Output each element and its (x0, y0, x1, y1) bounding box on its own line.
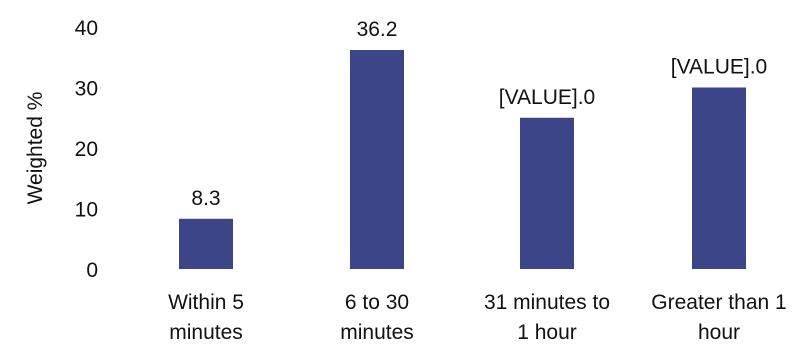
y-tick-label: 0 (86, 259, 98, 282)
data-label: [VALUE].0 (499, 86, 596, 109)
y-tick-label: 10 (75, 199, 98, 222)
category-label: minutes (340, 321, 414, 344)
y-tick-label: 40 (75, 17, 98, 40)
data-label: [VALUE].0 (671, 56, 768, 79)
category-label: Greater than 1 (651, 291, 786, 314)
data-label: 36.2 (357, 18, 398, 41)
category-label: hour (698, 321, 740, 344)
category-label: 31 minutes to (484, 291, 610, 314)
category-label: Within 5 (168, 291, 244, 314)
data-label: 8.3 (191, 187, 220, 210)
bar (520, 117, 574, 269)
y-axis-label: Weighted % (24, 92, 47, 205)
bar (350, 49, 404, 269)
y-tick-label: 20 (75, 138, 98, 161)
bar (179, 218, 233, 269)
bar (692, 87, 746, 269)
category-label: minutes (169, 321, 243, 344)
y-tick-label: 30 (75, 78, 98, 101)
category-label: 6 to 30 (345, 291, 409, 314)
category-label: 1 hour (517, 321, 577, 344)
